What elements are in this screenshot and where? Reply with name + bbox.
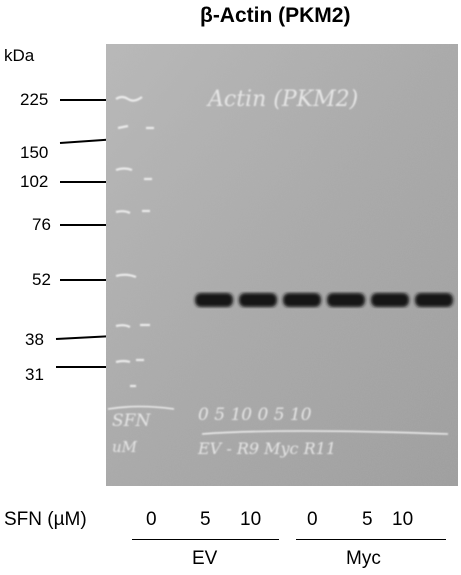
handwritten-groups: EV - R9 Myc R11 [197, 439, 336, 458]
dose-lane-4: 0 [307, 509, 318, 530]
marker-label-150: 150 [20, 143, 49, 162]
protein-band-lane-2 [239, 293, 277, 307]
ladder-unit-label: kDa [4, 46, 35, 65]
marker-label-102: 102 [20, 172, 49, 191]
group-label-ev: EV [192, 548, 218, 569]
handwritten-label-top: Actin (PKM2) [206, 87, 358, 112]
protein-band-lane-1 [195, 293, 233, 307]
ladder-ticks [115, 95, 154, 388]
marker-label-38: 38 [25, 330, 44, 349]
marker-label-52: 52 [32, 270, 51, 289]
dose-lane-2: 5 [200, 509, 211, 530]
protein-band-lane-4 [327, 293, 365, 307]
protein-band-lane-3 [283, 293, 321, 307]
figure-title: β-Actin (PKM2) [200, 4, 351, 27]
western-blot-membrane: Actin (PKM2) SFN uM 0 5 10 0 5 10 EV - R… [106, 44, 458, 486]
dose-lane-5: 5 [362, 509, 373, 530]
marker-label-76: 76 [32, 215, 51, 234]
protein-band-lane-5 [371, 293, 409, 307]
dose-lane-6: 10 [392, 509, 414, 530]
dose-lane-3: 10 [240, 509, 262, 530]
treatment-label: SFN (µM) [4, 509, 87, 530]
protein-band-lane-6 [415, 293, 453, 307]
dose-lane-1: 0 [146, 509, 157, 530]
group-label-myc: Myc [346, 548, 381, 569]
marker-label-31: 31 [25, 365, 44, 384]
group-underline-ev [132, 539, 279, 540]
protein-bands [195, 293, 453, 307]
handwritten-um: uM [112, 438, 138, 456]
handwritten-sfn: SFN [112, 411, 151, 431]
group-underline-myc [296, 539, 446, 540]
handwriting-pen-strokes [107, 405, 449, 435]
handwritten-lanes: 0 5 10 0 5 10 [198, 405, 312, 425]
marker-label-225: 225 [20, 90, 49, 109]
